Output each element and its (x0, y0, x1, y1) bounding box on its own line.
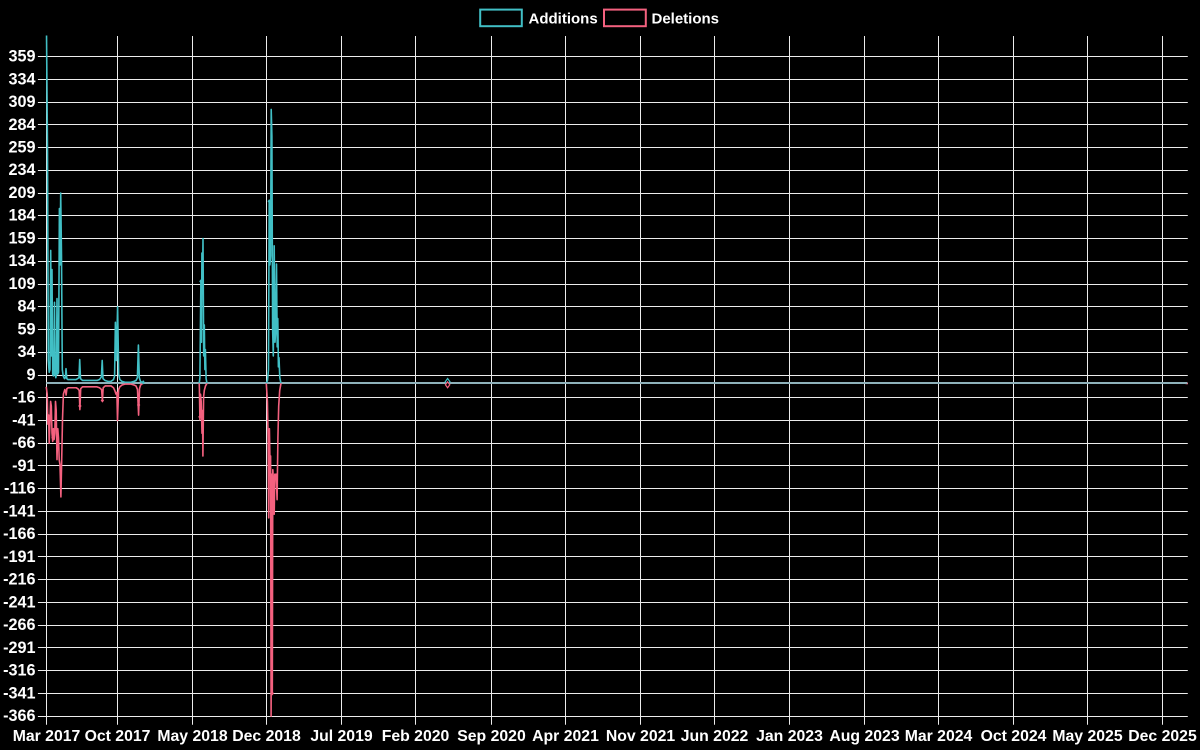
svg-text:-366: -366 (3, 707, 35, 725)
svg-text:Oct 2017: Oct 2017 (85, 728, 151, 745)
svg-text:-166: -166 (3, 525, 35, 543)
svg-text:-341: -341 (3, 684, 35, 702)
svg-text:Sep 2020: Sep 2020 (457, 728, 526, 745)
svg-text:May 2018: May 2018 (157, 728, 227, 745)
svg-text:Apr 2021: Apr 2021 (532, 728, 599, 745)
svg-text:134: 134 (8, 252, 35, 270)
svg-text:-41: -41 (12, 411, 35, 429)
svg-text:334: 334 (8, 70, 35, 88)
svg-text:Aug 2023: Aug 2023 (829, 728, 899, 745)
svg-text:Jul 2019: Jul 2019 (310, 728, 373, 745)
svg-text:-266: -266 (3, 616, 35, 634)
svg-text:-316: -316 (3, 662, 35, 680)
svg-text:Oct 2024: Oct 2024 (981, 728, 1047, 745)
svg-text:Nov 2021: Nov 2021 (606, 728, 676, 745)
svg-text:359: 359 (8, 48, 35, 66)
svg-text:309: 309 (8, 93, 35, 111)
svg-text:84: 84 (17, 298, 35, 316)
svg-text:-66: -66 (12, 434, 35, 452)
svg-text:Jan 2023: Jan 2023 (756, 728, 823, 745)
svg-text:-291: -291 (3, 639, 35, 657)
svg-text:209: 209 (8, 184, 35, 202)
svg-text:Feb 2020: Feb 2020 (382, 728, 450, 745)
svg-text:May 2025: May 2025 (1052, 728, 1122, 745)
svg-text:Dec 2025: Dec 2025 (1128, 728, 1197, 745)
svg-text:-241: -241 (3, 593, 35, 611)
svg-text:109: 109 (8, 275, 35, 293)
svg-text:-141: -141 (3, 502, 35, 520)
svg-text:-116: -116 (4, 480, 36, 498)
svg-text:259: 259 (8, 138, 35, 156)
svg-text:Jun 2022: Jun 2022 (681, 728, 749, 745)
svg-text:Deletions: Deletions (652, 11, 720, 28)
svg-text:-16: -16 (12, 389, 35, 407)
svg-text:284: 284 (8, 116, 35, 134)
svg-text:Additions: Additions (529, 11, 598, 28)
svg-text:-91: -91 (12, 457, 35, 475)
svg-text:234: 234 (8, 161, 35, 179)
svg-text:184: 184 (8, 207, 35, 225)
svg-text:9: 9 (26, 366, 35, 384)
svg-text:Dec 2018: Dec 2018 (232, 728, 301, 745)
svg-text:34: 34 (17, 343, 35, 361)
svg-text:159: 159 (8, 229, 35, 247)
svg-text:-191: -191 (3, 548, 35, 566)
svg-text:59: 59 (17, 320, 35, 338)
svg-text:Mar 2024: Mar 2024 (905, 728, 973, 745)
svg-text:-216: -216 (3, 571, 35, 589)
svg-text:Mar 2017: Mar 2017 (13, 728, 81, 745)
